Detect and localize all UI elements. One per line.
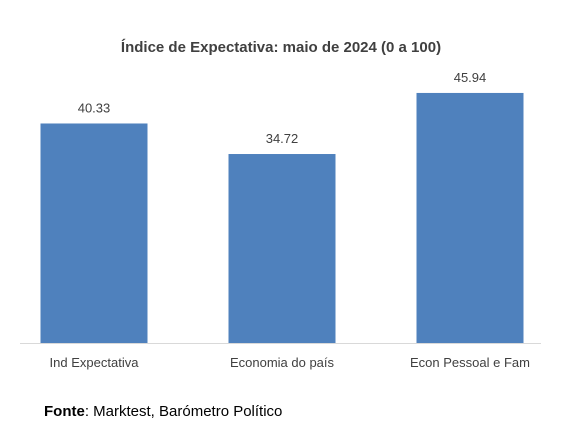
chart-title: Índice de Expectativa: maio de 2024 (0 a…: [121, 39, 441, 56]
source-separator: :: [84, 403, 94, 420]
category-label-1: Ind Expectativa: [50, 355, 140, 370]
bar-1: [40, 123, 148, 343]
bar-3: [416, 92, 524, 343]
category-labels-group: Ind Expectativa Economia do país Econ Pess…: [50, 355, 530, 370]
bars-group: [40, 92, 524, 343]
value-labels-group: 40.33 34.72 45.94: [78, 70, 487, 146]
bar-2: [228, 154, 336, 343]
value-label-2: 34.72: [266, 131, 299, 146]
source-note: Fonte: Marktest, Barómetro Político: [44, 403, 282, 420]
value-label-1: 40.33: [78, 100, 111, 115]
category-label-3: Econ Pessoal e Fam: [410, 355, 530, 370]
category-label-2: Economia do país: [230, 355, 335, 370]
source-label: Fonte: [44, 403, 85, 420]
value-label-3: 45.94: [454, 70, 487, 85]
source-text: Marktest, Barómetro Político: [93, 403, 283, 420]
